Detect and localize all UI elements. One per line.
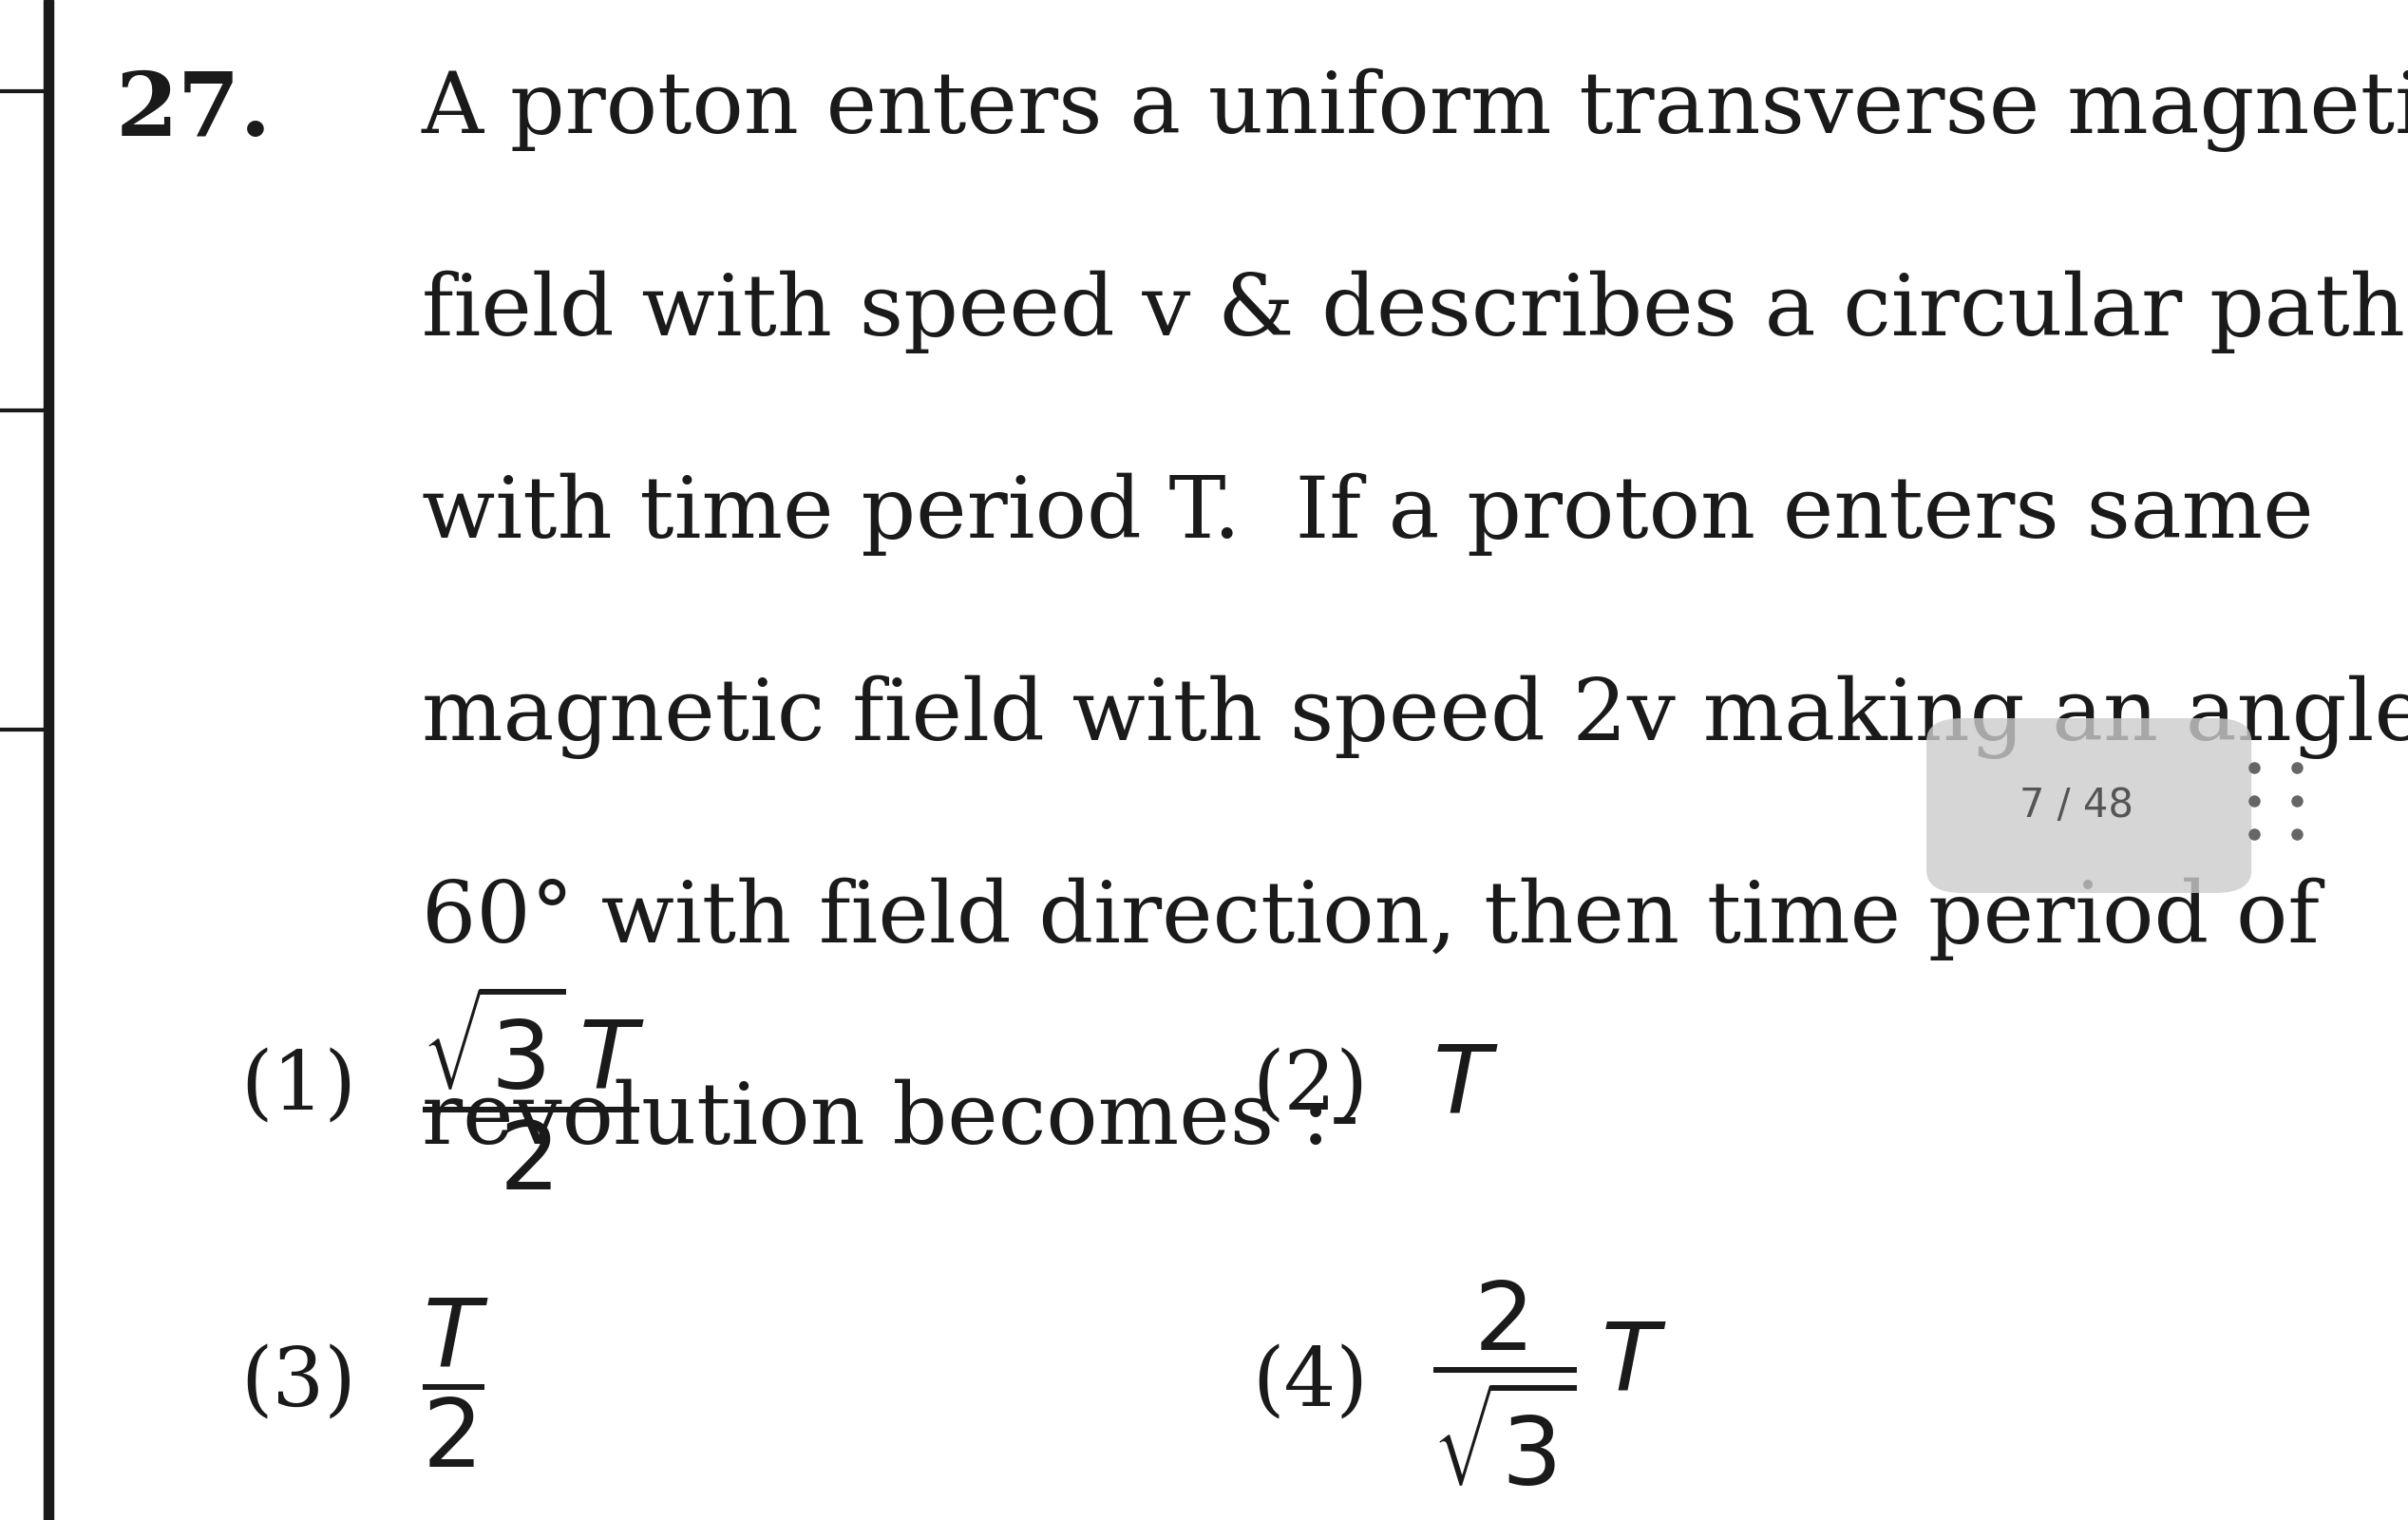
Bar bbox=[43, 0, 53, 1520]
Text: revolution becomes :-: revolution becomes :- bbox=[421, 1079, 1358, 1163]
FancyBboxPatch shape bbox=[1926, 719, 2251, 892]
Text: 7 / 48: 7 / 48 bbox=[2020, 786, 2133, 825]
Text: (2): (2) bbox=[1252, 1047, 1368, 1126]
Text: 27.: 27. bbox=[116, 68, 272, 154]
Text: $\dfrac{T}{2}$: $\dfrac{T}{2}$ bbox=[421, 1297, 489, 1470]
Text: $T$: $T$ bbox=[1433, 1041, 1498, 1132]
Text: 60° with field direction, then time period of: 60° with field direction, then time peri… bbox=[421, 877, 2319, 961]
Text: $\dfrac{\sqrt{3}\,T}{2}$: $\dfrac{\sqrt{3}\,T}{2}$ bbox=[421, 982, 645, 1192]
Text: (1): (1) bbox=[241, 1047, 356, 1126]
Text: (3): (3) bbox=[241, 1344, 356, 1423]
Text: magnetic field with speed 2v making an angle: magnetic field with speed 2v making an a… bbox=[421, 675, 2408, 758]
Text: $\dfrac{2}{\sqrt{3}}\,T$: $\dfrac{2}{\sqrt{3}}\,T$ bbox=[1433, 1278, 1669, 1488]
Text: with time period T.  If a proton enters same: with time period T. If a proton enters s… bbox=[421, 473, 2314, 556]
Text: field with speed v & describes a circular path: field with speed v & describes a circula… bbox=[421, 271, 2406, 354]
Text: (4): (4) bbox=[1252, 1344, 1368, 1423]
Text: A proton enters a uniform transverse magnetic: A proton enters a uniform transverse mag… bbox=[421, 68, 2408, 152]
